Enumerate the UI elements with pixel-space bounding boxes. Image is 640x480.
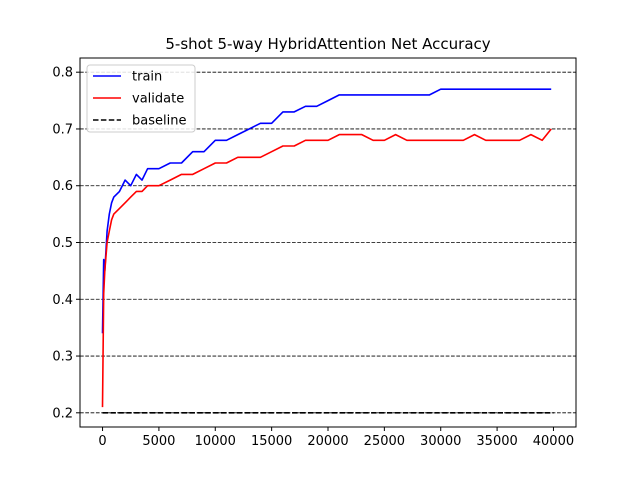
legend: train validate baseline [86,64,196,133]
y-tick-label: 0.5 [52,236,73,251]
x-tick-label: 30000 [420,434,461,449]
x-tick-label: 5000 [142,434,175,449]
y-tick-label: 0.6 [52,179,73,194]
x-tick-label: 35000 [476,434,517,449]
series-line-train [101,88,552,334]
y-tick-label: 0.2 [52,406,73,421]
legend-label-train: train [132,70,162,85]
series-line-validate [101,128,552,408]
y-tick-label: 0.7 [52,122,73,137]
legend-box [86,64,196,133]
x-tick-label: 20000 [307,434,348,449]
x-tick-label: 0 [98,434,106,449]
series-lines [101,88,554,414]
chart-title: 5-shot 5-way HybridAttention Net Accurac… [165,35,490,53]
y-tick-label: 0.3 [52,350,73,365]
axis-ticks: 0.2 0.3 0.4 0.5 0.6 0.7 0.8 0 5000 10000 15000 2000… [52,66,574,449]
x-tick-label: 15000 [251,434,292,449]
x-tick-label: 25000 [364,434,405,449]
x-tick-label: 40000 [533,434,574,449]
legend-label-validate: validate [132,92,184,107]
y-tick-label: 0.4 [52,293,73,308]
x-tick-label: 10000 [195,434,236,449]
y-tick-label: 0.8 [52,66,73,81]
legend-label-baseline: baseline [132,114,186,129]
